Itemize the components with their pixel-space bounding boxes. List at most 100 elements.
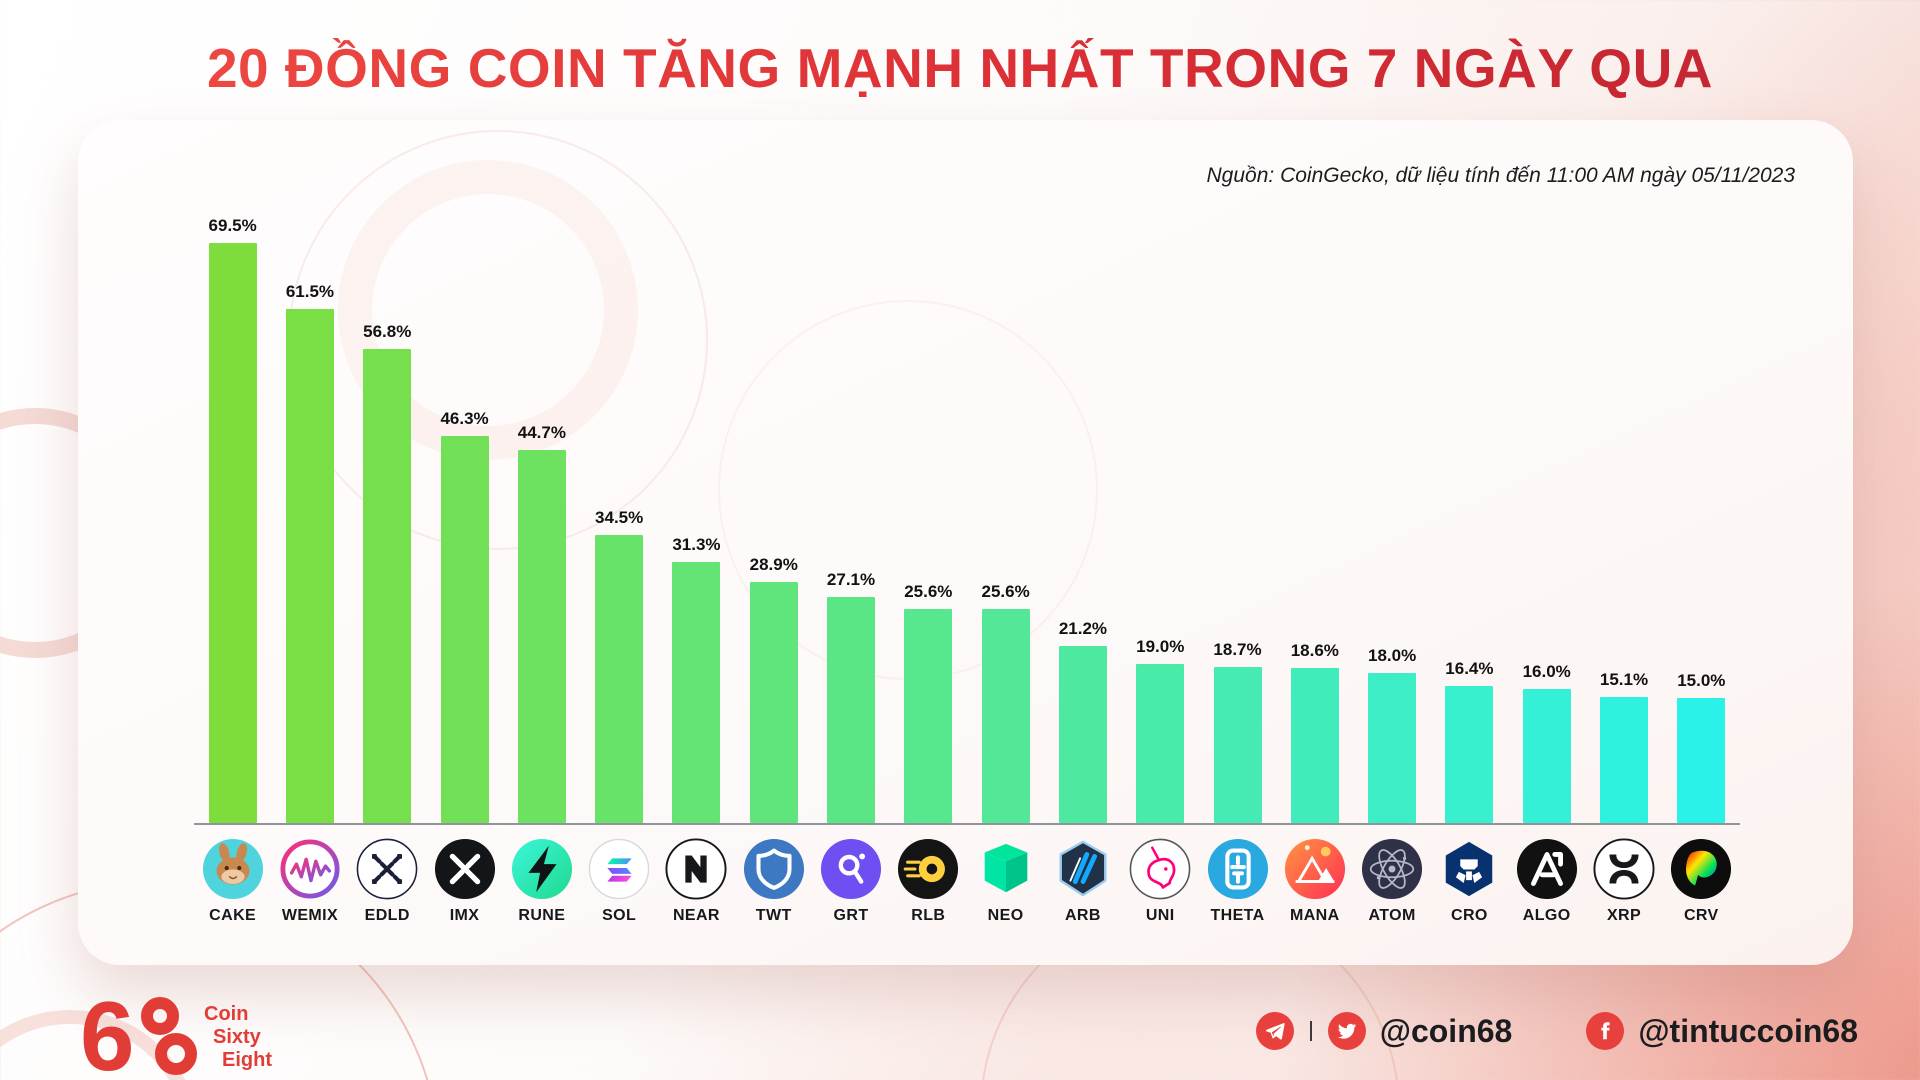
coin-column-rune: RUNE (503, 838, 580, 925)
thorchain-bolt-icon (511, 838, 573, 900)
pancakeswap-bunny-icon (202, 838, 264, 900)
coin-ticker-label: WEMIX (281, 907, 339, 924)
bar-xrp (1599, 697, 1648, 823)
logo-word-eight: Eight (222, 1049, 272, 1071)
coin-column-grt: GRT (812, 838, 889, 925)
bar-column-theta: 18.7% (1199, 640, 1276, 823)
trust-wallet-shield-icon (743, 838, 805, 900)
coin-ticker-label: EDLD (364, 907, 410, 924)
coin-column-cake: CAKE (194, 838, 271, 925)
bar-theta (1213, 667, 1262, 823)
icons-row: CAKE WEMIX EDLD IMX RUNE SOL NEAR TWT GRT RLB NEO A… (194, 825, 1740, 925)
coin-column-imx: IMX (426, 838, 503, 925)
coin-column-algo: ALGO (1508, 838, 1585, 925)
facebook-icon (1586, 1012, 1625, 1050)
bar-wemix (285, 309, 334, 823)
bar-column-arb: 21.2% (1044, 619, 1121, 823)
bar-crv (1677, 698, 1726, 823)
coin-column-neo: NEO (967, 838, 1044, 925)
coin-column-arb: ARB (1044, 838, 1121, 925)
xrp-x-icon (1593, 838, 1655, 900)
bar-atom (1368, 673, 1417, 823)
svg-text:6: 6 (80, 990, 135, 1078)
bar-cro (1445, 686, 1494, 823)
bar-sol (595, 535, 644, 823)
bar-column-imx: 46.3% (426, 409, 503, 823)
coin-column-sol: SOL (580, 838, 657, 925)
bar-value-label: 25.6% (981, 582, 1030, 601)
solana-bars-icon (588, 838, 650, 900)
bar-value-label: 28.9% (749, 555, 798, 574)
coin-column-wemix: WEMIX (271, 838, 348, 925)
bar-column-twt: 28.9% (735, 555, 812, 823)
bar-value-label: 34.5% (595, 508, 644, 527)
coin-ticker-label: CRO (1451, 907, 1488, 924)
bars-row: 69.5% 61.5% 56.8% 46.3% 44.7% 34.5% 31.3% 28.9%… (194, 210, 1740, 825)
coin-ticker-label: CRV (1683, 907, 1719, 924)
bar-rlb (904, 609, 953, 823)
decentraland-icon (1284, 838, 1346, 900)
coin-column-theta: THETA (1199, 838, 1276, 925)
bar-value-label: 44.7% (517, 423, 566, 442)
coin-ticker-label: NEO (987, 907, 1024, 924)
coin-ticker-label: MANA (1290, 907, 1340, 924)
bar-column-neo: 25.6% (967, 582, 1044, 823)
bar-value-label: 16.4% (1445, 659, 1494, 678)
bar-column-cake: 69.5% (194, 216, 271, 823)
coin-ticker-label: ARB (1064, 907, 1101, 924)
bar-edld (363, 349, 412, 823)
coin-ticker-label: GRT (833, 907, 869, 924)
social-divider (1309, 1021, 1312, 1041)
bar-mana (1290, 668, 1339, 823)
cosmos-atom-icon (1361, 838, 1423, 900)
bar-column-algo: 16.0% (1508, 662, 1585, 823)
coin68-handle: @coin68 (1379, 1012, 1513, 1049)
near-n-icon (665, 838, 727, 900)
coin-column-edld: EDLD (349, 838, 426, 925)
coin-ticker-label: NEAR (672, 907, 720, 924)
cronos-hexagon-icon (1438, 838, 1500, 900)
logo-word-coin: Coin (204, 1003, 248, 1025)
coin68-logo-graphic: 6 Coin Sixty Eight (80, 981, 272, 1080)
coin-column-atom: ATOM (1353, 838, 1430, 925)
arbitrum-shield-icon (1052, 838, 1114, 900)
rollbit-coin-icon (897, 838, 959, 900)
coin-column-xrp: XRP (1585, 838, 1662, 925)
bar-value-label: 18.0% (1368, 646, 1417, 665)
bar-twt (749, 582, 798, 823)
bar-column-crv: 15.0% (1663, 671, 1740, 823)
bar-column-uni: 19.0% (1122, 637, 1199, 823)
eldarune-x-icon (356, 838, 418, 900)
logo-word-sixty: Sixty (213, 1026, 262, 1048)
the-graph-icon (820, 838, 882, 900)
bar-value-label: 25.6% (904, 582, 953, 601)
coin-column-mana: MANA (1276, 838, 1353, 925)
bar-column-atom: 18.0% (1353, 646, 1430, 823)
bar-column-sol: 34.5% (580, 508, 657, 823)
bar-column-cro: 16.4% (1431, 659, 1508, 823)
bar-column-mana: 18.6% (1276, 641, 1353, 823)
bar-imx (440, 436, 489, 823)
bar-column-near: 31.3% (658, 535, 735, 823)
bar-neo (981, 609, 1030, 823)
source-note: Nguồn: CoinGecko, dữ liệu tính đến 11:00… (1206, 164, 1795, 187)
coin-ticker-label: ALGO (1522, 907, 1571, 924)
bar-value-label: 16.0% (1522, 662, 1571, 681)
bar-value-label: 18.6% (1290, 641, 1339, 660)
bar-column-rune: 44.7% (503, 423, 580, 823)
coin-column-twt: TWT (735, 838, 812, 925)
chart-card: Nguồn: CoinGecko, dữ liệu tính đến 11:00… (78, 120, 1853, 965)
bar-value-label: 46.3% (440, 409, 489, 428)
bar-value-label: 15.1% (1599, 670, 1649, 689)
coin-ticker-label: TWT (755, 907, 792, 924)
neo-cube-icon (975, 838, 1037, 900)
bar-algo (1522, 689, 1571, 823)
bar-cake (208, 243, 257, 823)
coin-column-near: NEAR (658, 838, 735, 925)
algorand-a-icon (1516, 838, 1578, 900)
bar-value-label: 27.1% (826, 570, 876, 589)
coin-ticker-label: CAKE (209, 907, 257, 924)
theta-icon (1207, 838, 1269, 900)
bar-column-edld: 56.8% (349, 322, 426, 823)
bar-value-label: 19.0% (1136, 637, 1185, 656)
